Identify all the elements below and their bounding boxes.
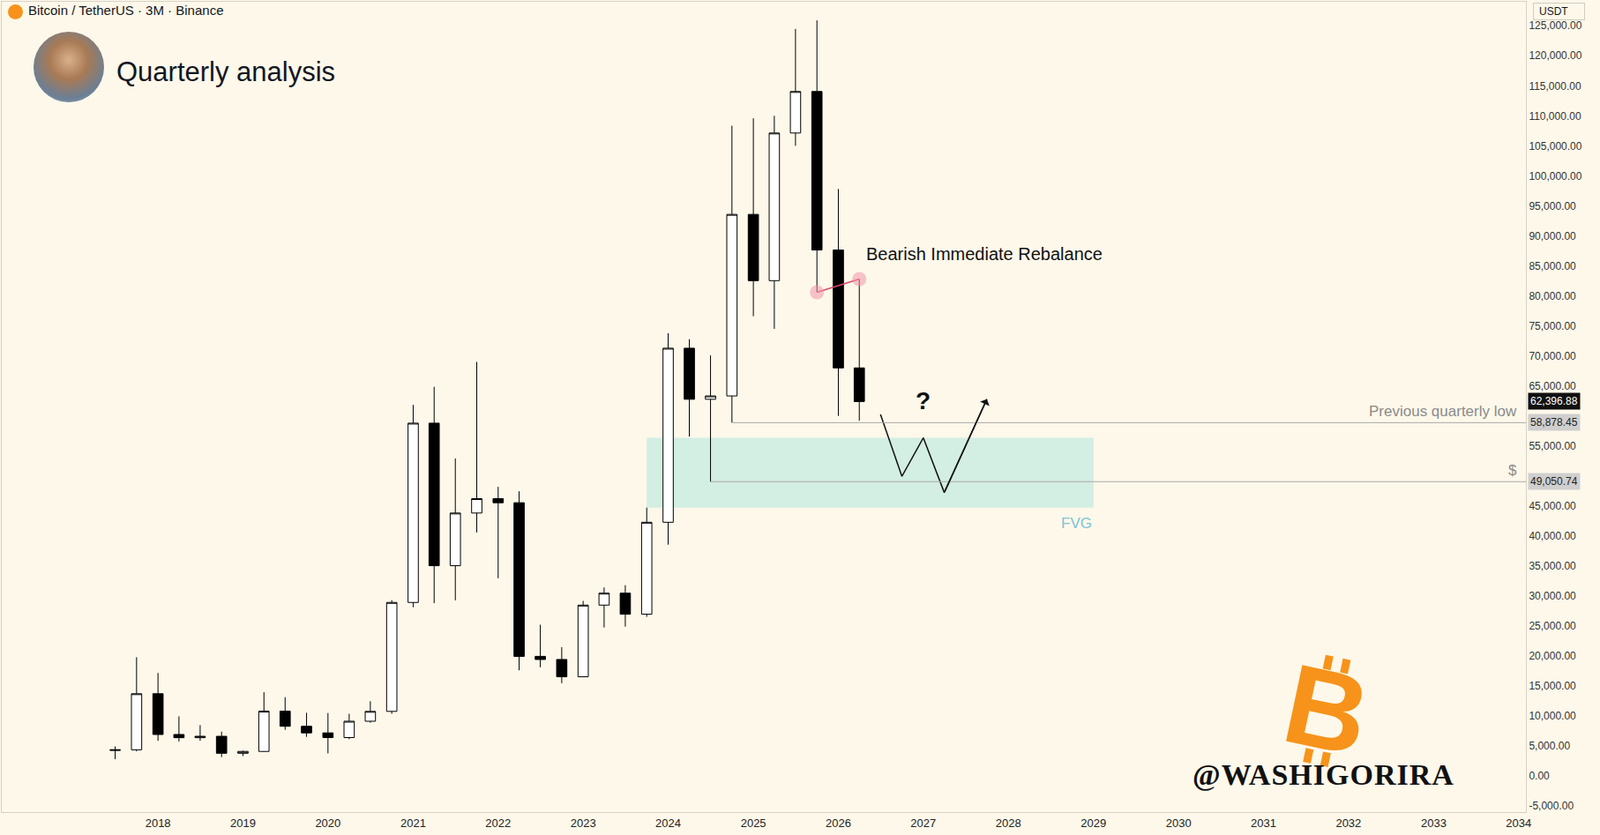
svg-text:58,878.45: 58,878.45 [1530, 416, 1578, 429]
svg-text:0.00: 0.00 [1528, 770, 1550, 783]
svg-text:110,000.00: 110,000.00 [1528, 110, 1581, 123]
svg-text:2034: 2034 [1505, 816, 1532, 830]
svg-text:15,000.00: 15,000.00 [1528, 680, 1577, 693]
svg-text:25,000.00: 25,000.00 [1528, 620, 1577, 633]
svg-text:2024: 2024 [655, 816, 681, 830]
svg-text:?: ? [915, 387, 931, 415]
svg-text:90,000.00: 90,000.00 [1528, 230, 1577, 243]
svg-text:115,000.00: 115,000.00 [1528, 80, 1581, 93]
svg-text:45,000.00: 45,000.00 [1528, 500, 1577, 513]
svg-text:2032: 2032 [1335, 816, 1361, 830]
svg-text:20,000.00: 20,000.00 [1528, 650, 1577, 663]
svg-text:55,000.00: 55,000.00 [1528, 440, 1577, 453]
svg-text:70,000.00: 70,000.00 [1528, 350, 1577, 363]
html-text:@WASHIGORIRA: @WASHIGORIRA [1192, 758, 1455, 792]
svg-text:2018: 2018 [145, 816, 172, 830]
svg-text:Previous quarterly low: Previous quarterly low [1368, 403, 1518, 420]
svg-text:2021: 2021 [400, 816, 427, 830]
html-text:Quarterly analysis: Quarterly analysis [116, 56, 336, 88]
svg-text:-5,000.00: -5,000.00 [1528, 800, 1574, 813]
svg-text:2028: 2028 [995, 816, 1022, 830]
svg-text:2019: 2019 [230, 816, 256, 830]
svg-text:Bearish Immediate Rebalance: Bearish Immediate Rebalance [866, 244, 1103, 264]
svg-text:100,000.00: 100,000.00 [1528, 170, 1582, 183]
svg-text:2027: 2027 [910, 816, 936, 830]
svg-text:2025: 2025 [740, 816, 767, 830]
svg-text:80,000.00: 80,000.00 [1528, 290, 1577, 303]
html-text:USDT: USDT [1539, 5, 1568, 18]
svg-text:5,000.00: 5,000.00 [1528, 740, 1571, 753]
svg-text:75,000.00: 75,000.00 [1528, 320, 1577, 333]
svg-text:65,000.00: 65,000.00 [1528, 380, 1577, 393]
svg-text:105,000.00: 105,000.00 [1528, 140, 1582, 153]
svg-text:10,000.00: 10,000.00 [1528, 710, 1577, 723]
svg-text:FVG: FVG [1061, 515, 1092, 532]
svg-text:30,000.00: 30,000.00 [1528, 590, 1577, 603]
svg-text:49,050.74: 49,050.74 [1530, 475, 1578, 488]
svg-text:2023: 2023 [570, 816, 597, 830]
svg-text:35,000.00: 35,000.00 [1528, 560, 1577, 573]
svg-text:62,396.88: 62,396.88 [1530, 395, 1578, 408]
svg-text:2030: 2030 [1166, 816, 1192, 830]
svg-text:95,000.00: 95,000.00 [1528, 200, 1577, 213]
svg-text:2031: 2031 [1250, 816, 1277, 830]
svg-text:2026: 2026 [825, 816, 852, 830]
svg-text:120,000.00: 120,000.00 [1528, 49, 1582, 62]
svg-text:2033: 2033 [1420, 816, 1447, 830]
svg-text:2029: 2029 [1080, 816, 1107, 830]
svg-text:$: $ [1508, 462, 1518, 479]
html-text:B: B [1273, 639, 1380, 780]
svg-text:2022: 2022 [485, 816, 511, 830]
svg-text:2020: 2020 [314, 816, 341, 830]
svg-text:125,000.00: 125,000.00 [1528, 19, 1582, 32]
html-text:Bitcoin / TetherUS · 3M · Bina: Bitcoin / TetherUS · 3M · Binance [28, 2, 224, 18]
svg-text:85,000.00: 85,000.00 [1528, 260, 1577, 273]
svg-text:40,000.00: 40,000.00 [1528, 530, 1577, 543]
